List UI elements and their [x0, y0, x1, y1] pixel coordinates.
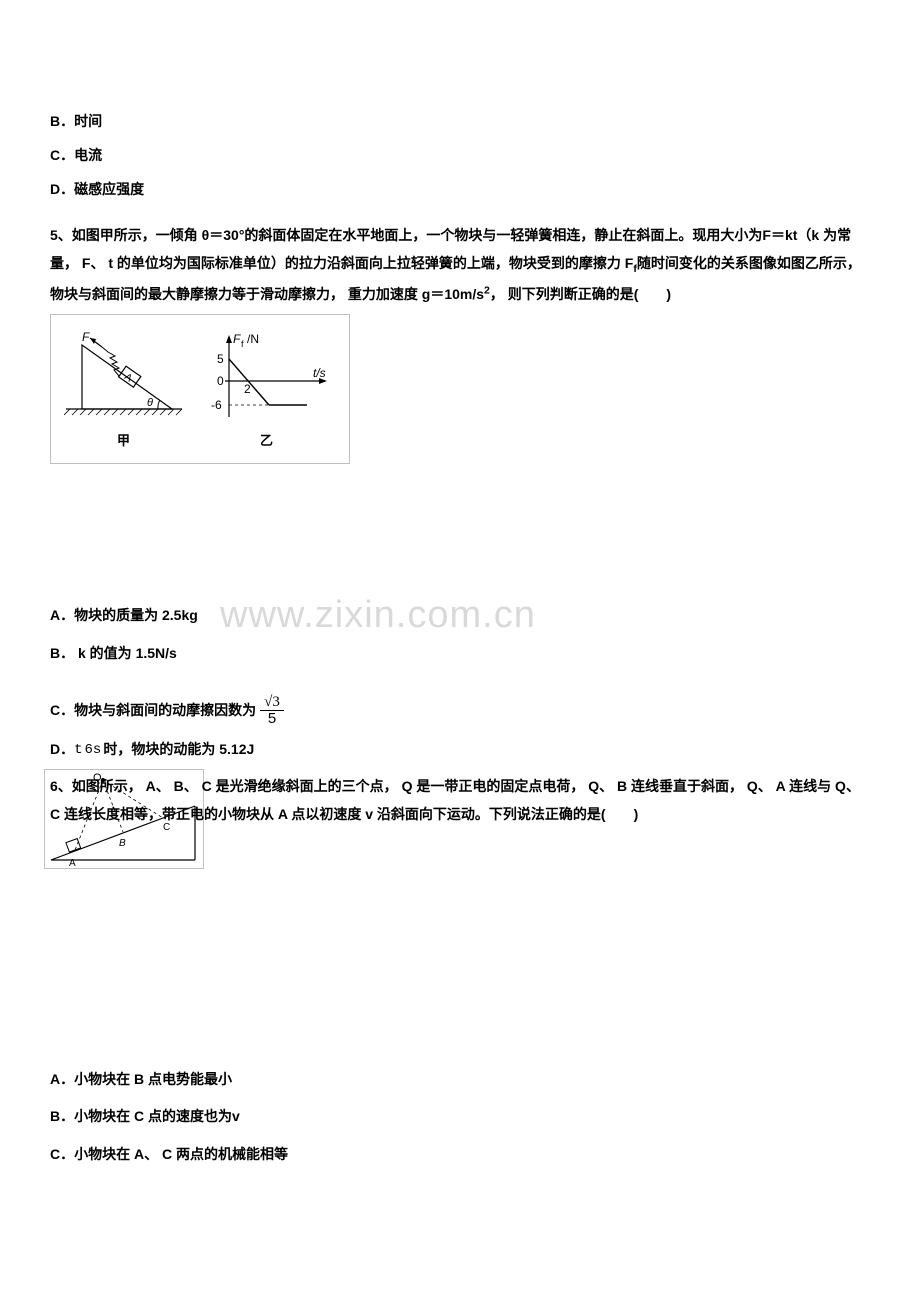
q5-option-d-mid: 6s [85, 742, 102, 758]
x-axis-label: t/s [313, 366, 326, 380]
y-axis-unit: /N [247, 332, 259, 346]
q5-graph-svg: 5 0 -6 2 F f /N t/s [197, 329, 337, 429]
q5-graph-wrapper: 5 0 -6 2 F f /N t/s 乙 [197, 329, 337, 449]
ytick-5: 5 [217, 352, 224, 366]
ytick-neg6: -6 [211, 398, 222, 412]
option-b-q4: B．时间 [50, 110, 870, 134]
q5-incline-wrapper: θ A F 甲 [64, 329, 184, 449]
q5-option-d-t: t [74, 742, 82, 758]
caption-yi: 乙 [197, 430, 337, 449]
y-axis-label: F [233, 332, 241, 346]
q5-option-d-prefix: D． [50, 738, 74, 762]
q5-paragraph: 5、如图甲所示，一倾角 θ＝30°的斜面体固定在水平地面上，一个物块与一轻弹簧相… [50, 221, 870, 308]
angle-theta: θ [147, 397, 153, 409]
q6-option-a: A．小物块在 B 点电势能最小 [50, 1068, 870, 1092]
q6-option-b: B．小物块在 C 点的速度也为v [50, 1105, 870, 1129]
watermark-text: www.zixin.com.cn [220, 594, 536, 637]
block-a-label: A [122, 372, 134, 385]
q5-option-b: B． k 的值为 1.5N/s [50, 642, 870, 666]
xtick-2: 2 [244, 382, 251, 396]
q5-option-d-suffix: 时，物块的动能为 5.12J [103, 738, 254, 762]
q5-option-c: C．物块与斜面间的动摩擦因数为 √3 5 [50, 694, 870, 728]
q5-option-c-text: C．物块与斜面间的动摩擦因数为 [50, 699, 256, 723]
y-axis-sub: f [241, 339, 244, 349]
force-f-label: F [82, 330, 90, 344]
ytick-0: 0 [217, 374, 224, 388]
q6-paragraph: 6、如图所示， A、 B、 C 是光滑绝缘斜面上的三个点， Q 是一带正电的固定… [50, 772, 870, 828]
b-label: B [119, 838, 126, 849]
q5-text-3: ， 则下列判断正确的是( ) [490, 286, 671, 302]
frac-num: √3 [260, 694, 284, 712]
caption-jia: 甲 [64, 430, 184, 449]
option-c-q4: C．电流 [50, 144, 870, 168]
q5-option-c-fraction: √3 5 [260, 694, 284, 728]
frac-den: 5 [260, 711, 284, 728]
a-label: A [69, 858, 76, 868]
q5-incline-svg: θ A F [64, 329, 184, 429]
q5-figure: θ A F 甲 [50, 314, 350, 464]
option-d-q4: D．磁感应强度 [50, 178, 870, 202]
q6-option-c: C．小物块在 A、 C 两点的机械能相等 [50, 1143, 870, 1167]
q5-option-d: D． t 6s 时，物块的动能为 5.12J [50, 738, 870, 762]
